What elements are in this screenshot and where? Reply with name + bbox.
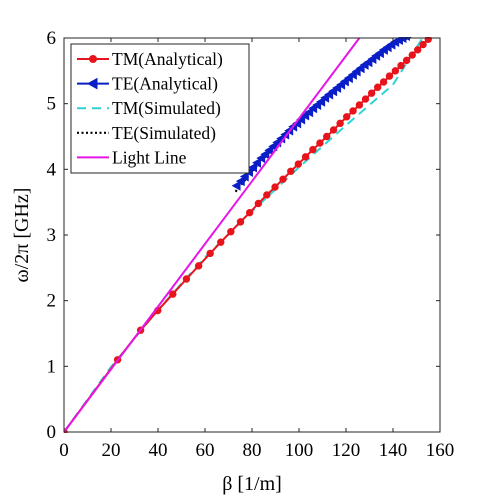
data-point	[301, 153, 310, 161]
data-point	[227, 228, 235, 236]
legend-item: TE(Simulated)	[77, 123, 216, 143]
data-point	[271, 183, 279, 191]
x-tick-label: 60	[196, 440, 215, 461]
data-point	[235, 176, 245, 187]
data-point	[385, 72, 394, 80]
x-tick-label: 40	[149, 440, 168, 461]
data-point	[294, 160, 302, 168]
legend-label: TM(Analytical)	[112, 49, 223, 69]
x-tick-label: 80	[243, 440, 262, 461]
series-layer	[64, 37, 432, 433]
data-point	[169, 290, 177, 298]
y-tick-label: 0	[47, 422, 57, 443]
x-tick-label: 120	[332, 440, 361, 461]
data-point	[316, 96, 326, 107]
data-point	[268, 141, 278, 152]
legend-marker	[89, 55, 97, 63]
data-point	[256, 153, 266, 164]
data-point	[419, 40, 427, 49]
data-point	[343, 113, 351, 121]
series-light-line	[64, 37, 361, 433]
data-point	[279, 175, 287, 183]
data-point	[248, 162, 257, 173]
legend-item: TM(Simulated)	[77, 98, 221, 118]
data-point	[402, 56, 411, 65]
y-tick-label: 3	[47, 225, 57, 246]
legend: TM(Analytical) TE(Analytical) TM(Simulated…	[70, 43, 250, 174]
data-point	[374, 83, 382, 91]
legend-marker	[86, 77, 98, 90]
legend-label: TE(Simulated)	[112, 123, 216, 143]
series-te-analytical	[231, 37, 410, 191]
series-tm-analytical	[64, 37, 432, 433]
data-point	[239, 171, 249, 182]
data-point	[254, 199, 263, 208]
y-axis-label: ω/2π [GHz]	[11, 188, 33, 283]
x-tick-label: 100	[285, 440, 314, 461]
data-point	[391, 67, 400, 75]
data-point	[217, 238, 225, 246]
data-point	[413, 46, 422, 54]
data-point	[260, 149, 270, 160]
data-point	[379, 78, 388, 86]
legend-label: Light Line	[112, 147, 187, 167]
data-point	[323, 132, 331, 141]
data-point	[397, 61, 405, 70]
legend-item: TM(Analytical)	[77, 49, 223, 69]
data-point	[264, 145, 274, 156]
data-point	[329, 126, 338, 134]
legend-label: TE(Analytical)	[112, 74, 218, 94]
data-point	[361, 95, 370, 103]
data-point	[424, 37, 432, 44]
x-tick-label: 0	[59, 440, 69, 461]
y-tick-label: 6	[47, 28, 57, 49]
data-point	[408, 51, 416, 59]
data-point	[367, 89, 376, 97]
y-tick-label: 5	[47, 94, 57, 115]
y-tick-label: 1	[47, 356, 57, 377]
data-point	[355, 101, 364, 109]
x-axis-label: β [1/m]	[222, 473, 282, 495]
data-point	[252, 157, 261, 168]
data-point	[263, 191, 271, 199]
data-point	[236, 218, 245, 226]
x-tick-label: 160	[426, 440, 455, 461]
data-point	[194, 262, 203, 270]
axes-layer: 0 20 40 60 80 100 120 140 160 0 1 2 3 4 5 6	[47, 28, 455, 461]
series-line	[64, 37, 361, 433]
data-point	[287, 167, 295, 176]
data-point	[349, 107, 357, 115]
data-point	[336, 119, 344, 128]
legend-label: TM(Simulated)	[112, 98, 221, 118]
x-tick-label: 20	[102, 440, 121, 461]
y-tick-label: 4	[47, 159, 57, 180]
data-point	[231, 180, 241, 191]
data-point	[316, 139, 324, 147]
legend-item: TE(Analytical)	[77, 74, 218, 94]
data-point	[309, 145, 317, 154]
data-point	[245, 208, 254, 217]
x-tick-label: 140	[379, 440, 408, 461]
y-tick-label: 2	[47, 291, 57, 312]
legend-item: Light Line	[77, 147, 187, 167]
data-point	[182, 275, 191, 283]
data-point	[206, 249, 214, 258]
data-point	[304, 107, 314, 118]
